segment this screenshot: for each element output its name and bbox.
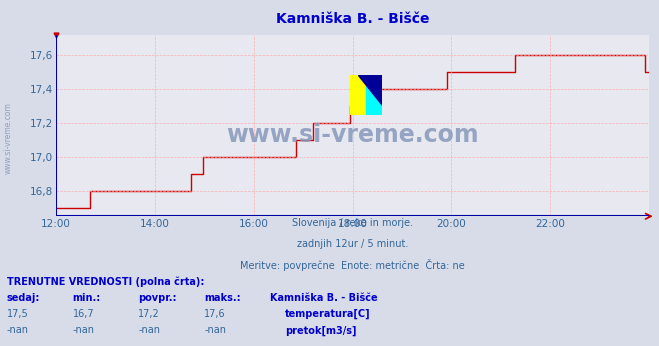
Polygon shape	[358, 75, 382, 104]
Text: Kamniška B. - Bišče: Kamniška B. - Bišče	[276, 12, 429, 26]
Text: 17,2: 17,2	[138, 309, 160, 319]
Text: min.:: min.:	[72, 293, 101, 303]
Text: 17,6: 17,6	[204, 309, 226, 319]
Text: www.si-vreme.com: www.si-vreme.com	[3, 102, 13, 174]
Text: TRENUTNE VREDNOSTI (polna črta):: TRENUTNE VREDNOSTI (polna črta):	[7, 277, 204, 287]
Text: Kamniška B. - Bišče: Kamniška B. - Bišče	[270, 293, 378, 303]
Text: www.si-vreme.com: www.si-vreme.com	[226, 122, 479, 146]
Text: -nan: -nan	[138, 326, 160, 335]
Text: zadnjih 12ur / 5 minut.: zadnjih 12ur / 5 minut.	[297, 239, 409, 249]
Text: temperatura[C]: temperatura[C]	[285, 309, 370, 319]
Text: -nan: -nan	[72, 326, 94, 335]
Text: sedaj:: sedaj:	[7, 293, 40, 303]
Text: Slovenija / reke in morje.: Slovenija / reke in morje.	[292, 218, 413, 228]
Text: 16,7: 16,7	[72, 309, 94, 319]
Text: povpr.:: povpr.:	[138, 293, 177, 303]
Text: 17,5: 17,5	[7, 309, 28, 319]
Text: -nan: -nan	[204, 326, 226, 335]
Text: -nan: -nan	[7, 326, 28, 335]
Bar	[366, 75, 382, 115]
Text: pretok[m3/s]: pretok[m3/s]	[285, 325, 356, 336]
Text: Meritve: povprečne  Enote: metrične  Črta: ne: Meritve: povprečne Enote: metrične Črta:…	[240, 259, 465, 271]
Text: maks.:: maks.:	[204, 293, 241, 303]
